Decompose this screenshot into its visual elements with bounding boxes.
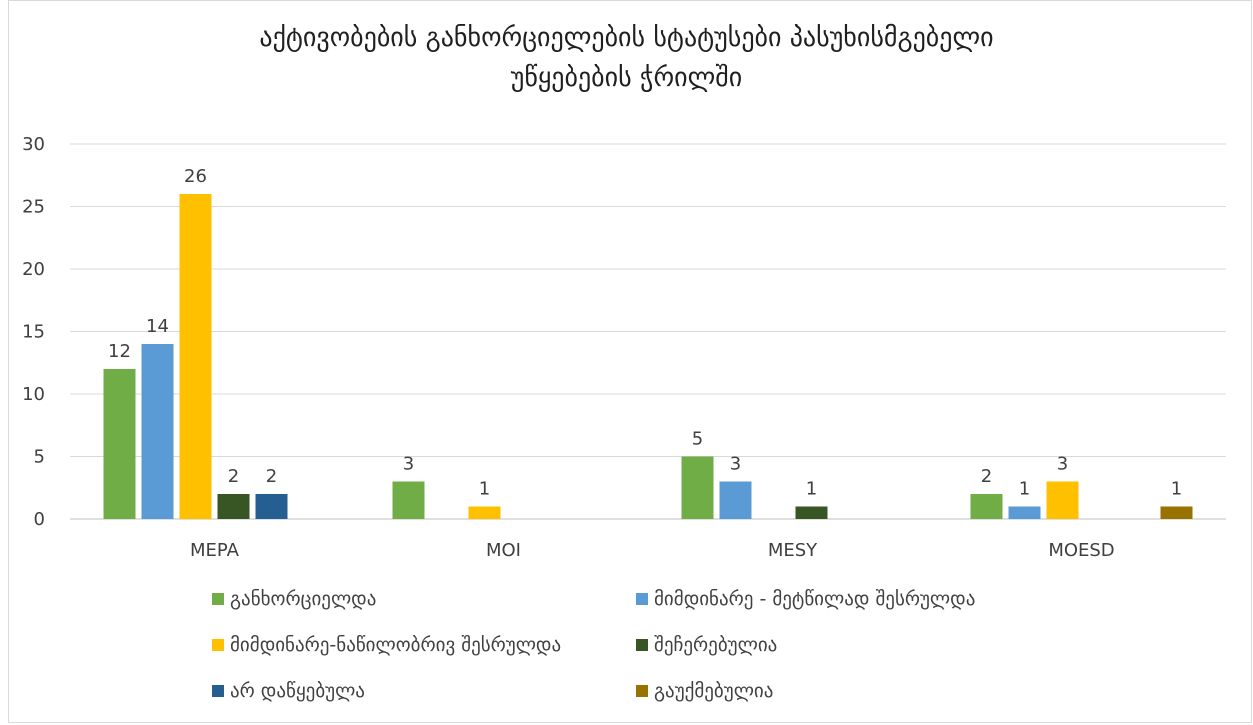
legend-item: გაუქმებულია [636,680,773,702]
data-label: 2 [228,466,239,487]
legend-item: განხორციელდა [212,588,376,610]
bar [392,481,425,519]
chart-title: აქტივობების განხორციელების სტატუსები პას… [0,18,1253,98]
bar [468,506,501,519]
bar [103,369,136,519]
data-label: 1 [806,479,817,500]
legend-label: მიმდინარე-ნაწილობრივ შესრულდა [230,634,562,656]
bar [141,344,174,519]
bar [719,481,752,519]
legend-label: გაუქმებულია [654,680,774,702]
y-tick-label: 15 [22,322,45,343]
bar [179,194,212,519]
data-label: 3 [403,454,414,475]
bar [217,494,250,519]
legend-label: განხორციელდა [230,588,377,610]
bar [1008,506,1041,519]
x-tick-label: MOI [486,540,521,561]
data-label: 3 [730,454,741,475]
legend-swatch [212,685,224,697]
data-label: 1 [1019,479,1030,500]
bar [1160,506,1193,519]
chart-title-line-1: აქტივობების განხორციელების სტატუსები პას… [259,23,994,53]
legend-swatch [212,593,224,605]
y-tick-label: 25 [22,197,45,218]
legend-item: შეჩერებულია [636,634,777,656]
bar [970,494,1003,519]
data-label: 1 [1171,479,1182,500]
legend-swatch [636,685,648,697]
y-tick-label: 0 [34,509,45,530]
data-label: 2 [266,466,277,487]
data-label: 1 [479,479,490,500]
data-label: 2 [981,466,992,487]
legend-label: შეჩერებულია [654,634,778,656]
legend-label: არ დაწყებულა [230,680,365,702]
y-tick-label: 20 [22,259,45,280]
data-label: 3 [1057,454,1068,475]
data-label: 5 [692,429,703,450]
bar [1046,481,1079,519]
data-label: 14 [146,316,169,337]
x-tick-label: MESY [768,540,818,561]
data-label: 12 [108,341,131,362]
y-tick-label: 5 [34,447,45,468]
bar [795,506,828,519]
legend-item: მიმდინარე - მეტწილად შესრულდა [636,588,975,610]
legend-swatch [212,639,224,651]
x-tick-label: MEPA [190,540,240,561]
chart-title-line-2: უწყებების ჭრილში [510,63,743,93]
y-tick-label: 10 [22,384,45,405]
x-tick-label: MOESD [1048,540,1114,561]
legend-swatch [636,639,648,651]
legend-item: მიმდინარე-ნაწილობრივ შესრულდა [212,634,561,656]
bar [681,456,714,519]
bar [255,494,288,519]
legend-label: მიმდინარე - მეტწილად შესრულდა [654,588,976,610]
legend-swatch [636,593,648,605]
y-tick-label: 30 [22,134,45,155]
legend-item: არ დაწყებულა [212,680,365,702]
data-label: 26 [184,166,207,187]
